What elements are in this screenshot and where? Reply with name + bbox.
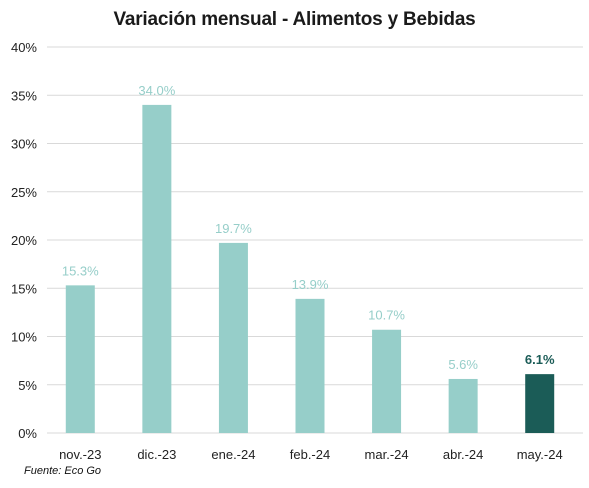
data-label: 19.7% (215, 221, 252, 236)
x-tick-label: ene.-24 (211, 447, 255, 462)
y-tick-label: 25% (11, 185, 37, 200)
x-tick-label: abr.-24 (443, 447, 483, 462)
y-tick-label: 15% (11, 281, 37, 296)
x-tick-label: mar.-24 (365, 447, 409, 462)
y-tick-label: 40% (11, 40, 37, 55)
y-tick-label: 20% (11, 233, 37, 248)
bar (295, 298, 325, 433)
data-label: 5.6% (448, 357, 478, 372)
x-tick-label: nov.-23 (59, 447, 101, 462)
x-tick-label: feb.-24 (290, 447, 330, 462)
y-tick-label: 5% (18, 378, 37, 393)
bar (448, 378, 478, 433)
y-tick-label: 0% (18, 426, 37, 441)
bar (65, 285, 95, 433)
bar (142, 104, 172, 434)
bar (525, 374, 555, 433)
data-label: 6.1% (525, 352, 555, 367)
data-label: 10.7% (368, 308, 405, 323)
y-tick-label: 30% (11, 137, 37, 152)
y-tick-label: 35% (11, 88, 37, 103)
data-label: 15.3% (62, 263, 99, 278)
source-note: Fuente: Eco Go (24, 465, 102, 477)
chart-title: Variación mensual - Alimentos y Bebidas (113, 9, 476, 30)
x-tick-label: may.-24 (517, 447, 563, 462)
x-tick-label: dic.-23 (137, 447, 176, 462)
bar (372, 329, 402, 433)
y-tick-label: 10% (11, 330, 37, 345)
bar (218, 242, 248, 433)
data-label: 13.9% (292, 277, 329, 292)
data-label: 34.0% (138, 83, 175, 98)
